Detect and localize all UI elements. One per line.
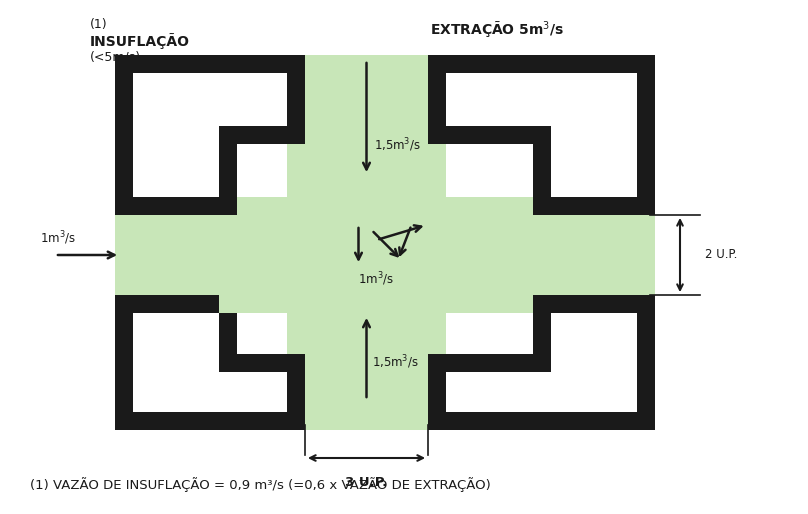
Bar bbox=[219, 354, 305, 372]
Text: 1,5m$^3$/s: 1,5m$^3$/s bbox=[372, 354, 419, 371]
Bar bbox=[532, 197, 637, 215]
Bar bbox=[115, 295, 133, 430]
Bar bbox=[446, 354, 550, 372]
Bar bbox=[532, 144, 550, 215]
Bar bbox=[115, 55, 305, 73]
Bar bbox=[133, 73, 287, 197]
Bar bbox=[287, 354, 305, 412]
Text: 3 U.P.: 3 U.P. bbox=[345, 476, 388, 489]
Bar bbox=[446, 313, 637, 412]
Bar bbox=[532, 295, 637, 313]
Bar bbox=[637, 295, 655, 430]
Bar bbox=[637, 55, 655, 215]
Bar bbox=[428, 55, 655, 73]
Bar bbox=[115, 55, 133, 215]
Text: 2 U.P.: 2 U.P. bbox=[705, 248, 738, 262]
Text: 1m$^3$/s: 1m$^3$/s bbox=[40, 229, 76, 247]
Text: INSUFLAÇÃO: INSUFLAÇÃO bbox=[90, 33, 190, 49]
Bar bbox=[219, 144, 237, 215]
Bar bbox=[428, 73, 446, 144]
Text: EXTRAÇÃO 5m$^3$/s: EXTRAÇÃO 5m$^3$/s bbox=[430, 20, 564, 41]
Bar bbox=[115, 412, 305, 430]
Bar bbox=[446, 73, 637, 197]
Text: (<5m/s): (<5m/s) bbox=[90, 50, 141, 63]
Text: 1,5m$^3$/s: 1,5m$^3$/s bbox=[374, 136, 421, 154]
Bar bbox=[428, 354, 446, 412]
Bar bbox=[219, 313, 237, 354]
Text: 1m$^3$/s: 1m$^3$/s bbox=[358, 270, 394, 288]
Bar bbox=[133, 197, 219, 215]
Text: (1) VAZÃO DE INSUFLAÇÃO = 0,9 m³/s (=0,6 x VAZÃO DE EXTRAÇÃO): (1) VAZÃO DE INSUFLAÇÃO = 0,9 m³/s (=0,6… bbox=[30, 477, 490, 492]
Bar bbox=[133, 295, 219, 313]
Bar bbox=[287, 73, 305, 144]
Bar bbox=[133, 313, 287, 412]
Bar bbox=[428, 412, 655, 430]
Text: (1): (1) bbox=[90, 18, 107, 31]
Polygon shape bbox=[115, 55, 655, 430]
Bar bbox=[532, 313, 550, 354]
Bar bbox=[446, 126, 550, 144]
Bar bbox=[219, 126, 305, 144]
